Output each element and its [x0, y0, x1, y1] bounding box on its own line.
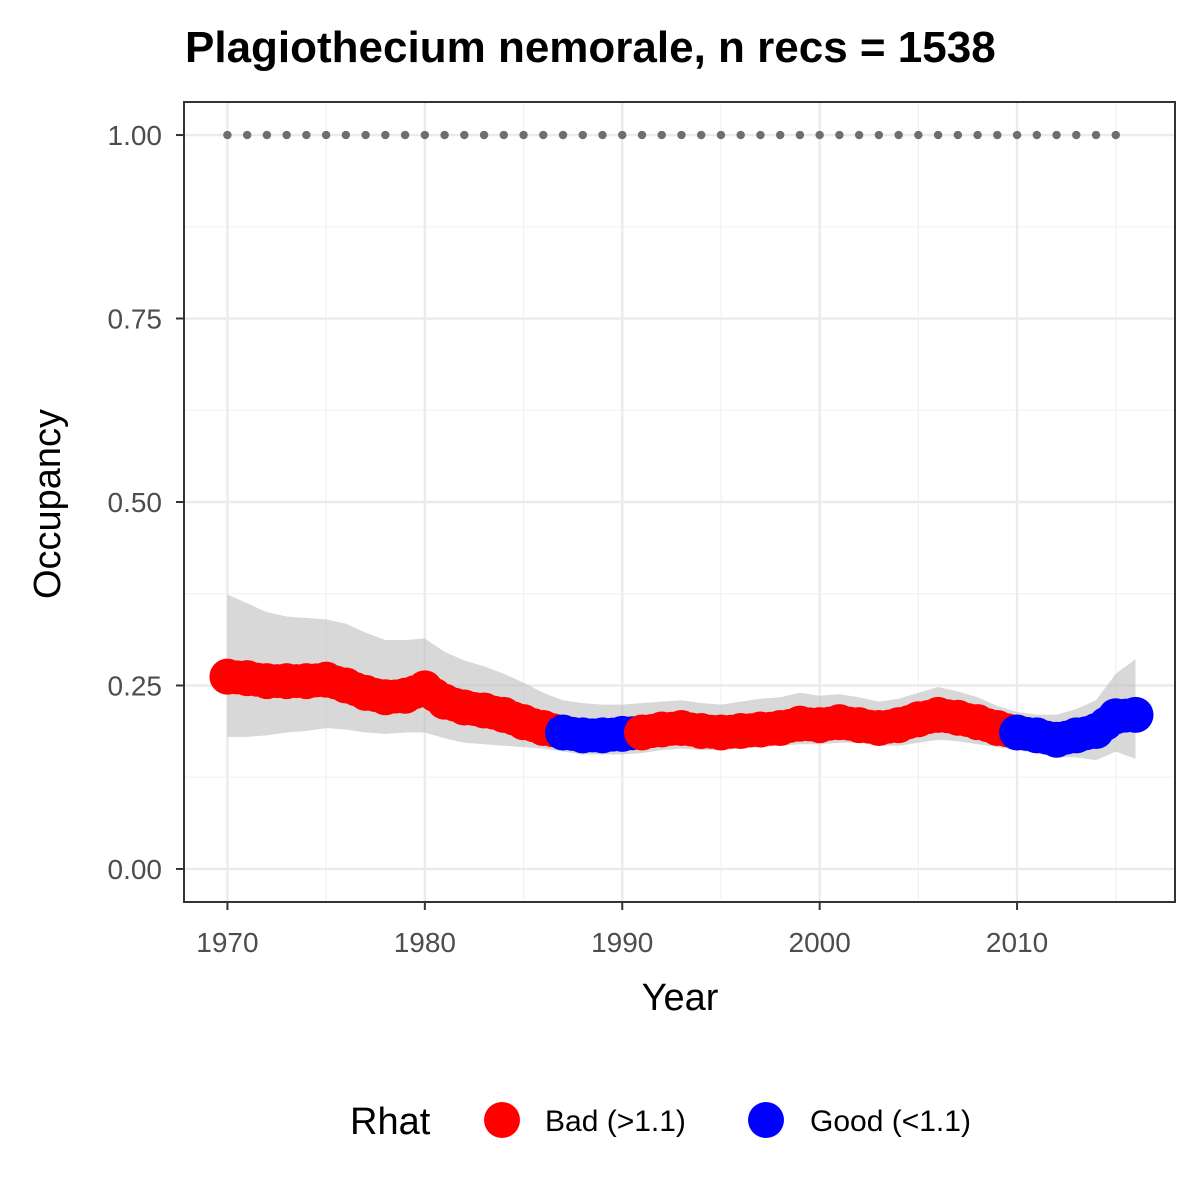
reference-dot: [835, 130, 844, 140]
occupancy-point: [1117, 696, 1154, 733]
x-tick-label: 1980: [394, 927, 456, 958]
reference-dot: [499, 130, 509, 140]
reference-dot: [736, 130, 745, 140]
reference-dot: [420, 130, 430, 140]
legend-label-bad: Bad (>1.1): [545, 1105, 686, 1138]
reference-dot: [854, 130, 864, 140]
reference-dot: [677, 130, 686, 140]
reference-dot: [1091, 130, 1101, 140]
chart-title: Plagiothecium nemorale, n recs = 1538: [185, 23, 996, 72]
reference-dot: [637, 130, 647, 140]
reference-dot: [953, 130, 963, 140]
reference-dot: [1012, 130, 1022, 140]
reference-dot: [1072, 130, 1081, 140]
reference-dot: [519, 130, 528, 140]
reference-dot: [321, 130, 331, 140]
reference-dot: [657, 130, 666, 140]
y-tick-label: 0.50: [108, 487, 163, 518]
x-tick-label: 2010: [986, 927, 1048, 958]
reference-dot: [894, 130, 903, 140]
reference-dot: [697, 130, 706, 140]
reference-dot: [815, 130, 824, 140]
reference-dot: [874, 130, 884, 140]
x-axis-title: Year: [642, 977, 719, 1019]
legend-key-bad: [484, 1102, 520, 1138]
reference-dot: [1032, 130, 1042, 140]
x-tick-label: 1990: [591, 927, 653, 958]
occupancy-points: [209, 658, 1154, 758]
legend-title: Rhat: [350, 1101, 431, 1143]
reference-dot: [1111, 130, 1120, 140]
reference-dot: [539, 130, 548, 140]
reference-dot: [361, 130, 370, 140]
reference-dot: [933, 130, 943, 140]
reference-dot: [578, 130, 587, 140]
reference-dot: [756, 130, 765, 140]
reference-dot: [993, 130, 1002, 140]
reference-dot: [795, 130, 805, 140]
reference-dot: [440, 130, 449, 140]
legend-label-good: Good (<1.1): [810, 1105, 971, 1138]
reference-dots: [223, 130, 1120, 140]
reference-dot: [302, 130, 311, 140]
y-tick-label: 0.25: [108, 670, 163, 701]
y-tick-label: 0.75: [108, 304, 163, 335]
x-tick-label: 2000: [789, 927, 851, 958]
reference-dot: [479, 130, 489, 140]
reference-dot: [282, 130, 291, 140]
reference-dot: [400, 130, 410, 140]
y-axis-title: Occupancy: [27, 409, 69, 599]
axes: 1970 1980 1990 2000 2010 0.00 0.25 0.50 0.75 1.00: [108, 120, 1049, 958]
reference-dot: [242, 130, 252, 140]
x-tick-label: 1970: [196, 927, 258, 958]
gridlines: [184, 102, 1175, 902]
y-tick-label: 1.00: [108, 120, 163, 151]
reference-dot: [716, 130, 726, 140]
reference-dot: [618, 130, 627, 140]
legend: Rhat Bad (>1.1) Good (<1.1): [350, 1101, 971, 1143]
reference-dot: [973, 130, 982, 140]
legend-key-good: [748, 1102, 784, 1138]
reference-dot: [341, 130, 351, 140]
reference-dot: [381, 130, 390, 140]
reference-dot: [262, 130, 272, 140]
reference-dot: [1052, 130, 1061, 140]
reference-dot: [914, 130, 923, 140]
reference-dot: [598, 130, 607, 140]
reference-dot: [558, 130, 568, 140]
y-tick-label: 0.00: [108, 854, 163, 885]
reference-dot: [775, 130, 785, 140]
reference-dot: [223, 130, 232, 140]
reference-dot: [460, 130, 469, 140]
